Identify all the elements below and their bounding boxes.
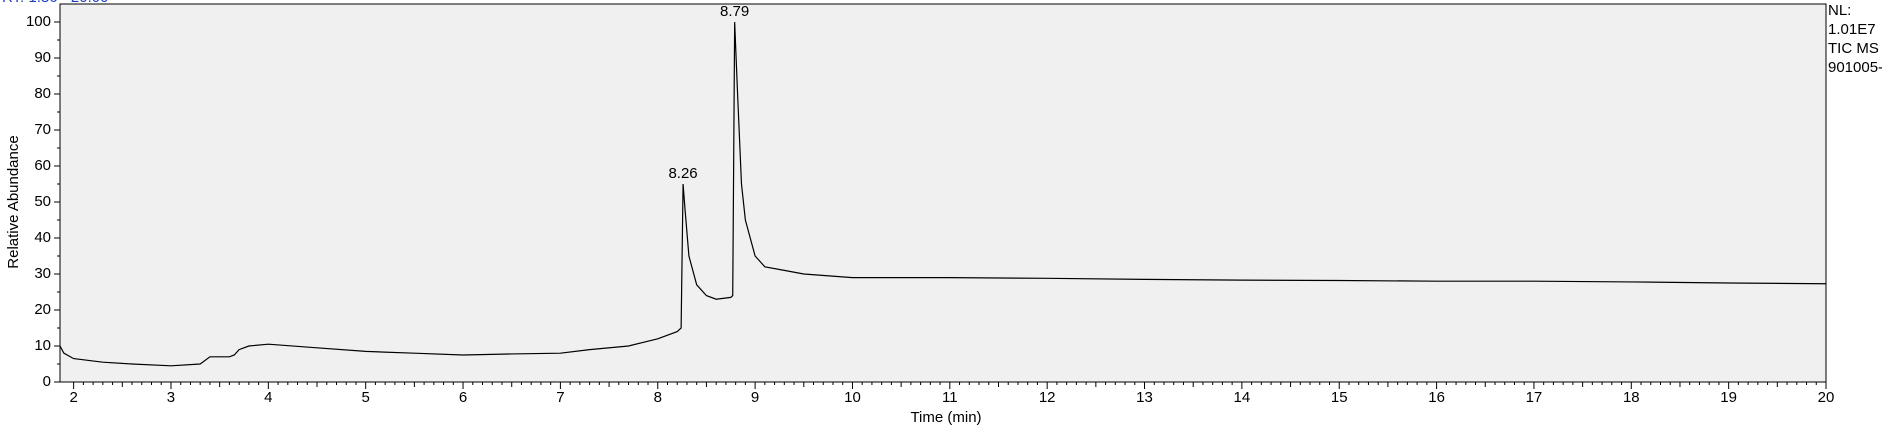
- y-tick-label: 10: [34, 337, 51, 354]
- info-text: TIC MS: [1828, 40, 1879, 57]
- peak-label: 8.79: [720, 3, 749, 20]
- x-tick-label: 20: [1818, 389, 1835, 406]
- y-tick-label: 80: [34, 85, 51, 102]
- plot-area: [59, 3, 1827, 383]
- header: RT: 1.86 - 20.00: [2, 0, 108, 6]
- y-tick-label: 0: [43, 373, 51, 390]
- x-tick-label: 14: [1234, 389, 1251, 406]
- y-tick-label: 50: [34, 193, 51, 210]
- x-tick-label: 13: [1136, 389, 1153, 406]
- x-tick-label: 7: [556, 389, 564, 406]
- x-tick-label: 12: [1039, 389, 1056, 406]
- y-tick-label: 30: [34, 265, 51, 282]
- y-axis-label: Relative Abundance: [5, 135, 22, 268]
- y-tick-label: 100: [26, 13, 51, 30]
- x-tick-label: 10: [844, 389, 861, 406]
- y-tick-label: 90: [34, 49, 51, 66]
- x-tick-label: 15: [1331, 389, 1348, 406]
- y-tick-label: 70: [34, 121, 51, 138]
- x-tick-label: 11: [942, 389, 958, 406]
- info-text: 1.01E7: [1828, 21, 1876, 38]
- x-tick-label: 3: [167, 389, 175, 406]
- y-tick-label: 60: [34, 157, 51, 174]
- info-text: 901005-: [1828, 59, 1882, 76]
- x-tick-label: 5: [362, 389, 370, 406]
- x-tick-label: 17: [1526, 389, 1543, 406]
- info-text: NL:: [1828, 2, 1851, 19]
- x-tick-label: 2: [69, 389, 77, 406]
- x-tick-label: 6: [459, 389, 467, 406]
- x-tick-label: 18: [1623, 389, 1640, 406]
- x-axis-label: Time (min): [910, 409, 981, 426]
- y-tick-label: 40: [34, 229, 51, 246]
- y-tick-label: 20: [34, 301, 51, 318]
- x-tick-label: 19: [1720, 389, 1737, 406]
- x-tick-label: 16: [1428, 389, 1445, 406]
- x-tick-label: 8: [654, 389, 662, 406]
- x-tick-label: 4: [264, 389, 272, 406]
- x-tick-label: 9: [751, 389, 759, 406]
- peak-label: 8.26: [668, 165, 697, 182]
- trace: [59, 21, 1827, 367]
